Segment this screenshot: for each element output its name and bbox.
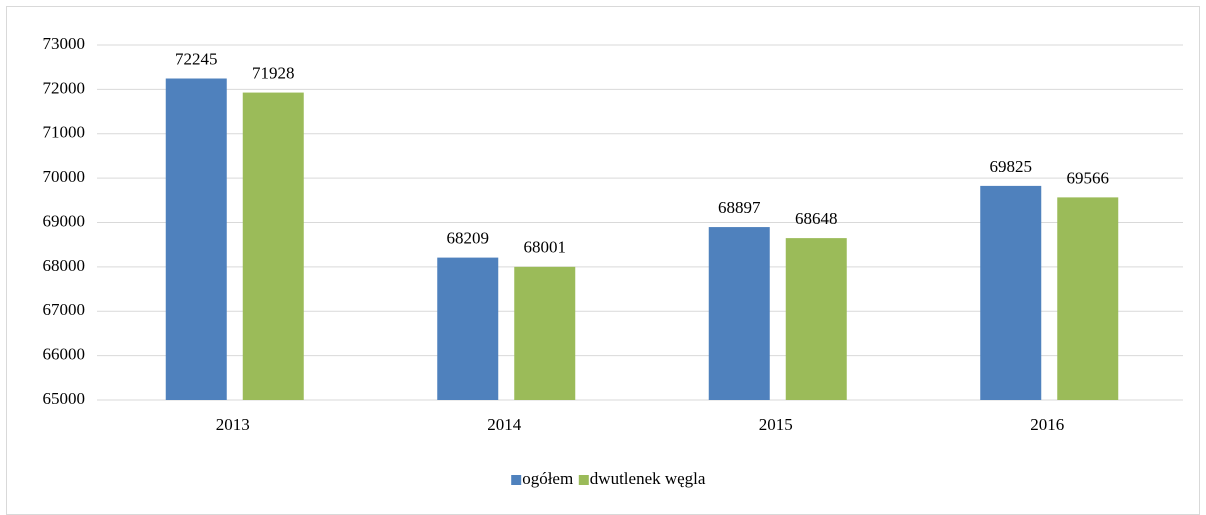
data-label: 72245	[175, 49, 218, 68]
y-tick-label: 66000	[43, 345, 86, 364]
x-tick-label: 2016	[1030, 415, 1064, 434]
legend-label: dwutlenek węgla	[590, 469, 706, 488]
legend-swatch	[511, 475, 522, 485]
bar	[785, 238, 847, 400]
data-label: 69825	[990, 157, 1033, 176]
bar	[980, 185, 1042, 400]
x-tick-label: 2015	[759, 415, 793, 434]
bar	[1057, 197, 1119, 400]
y-tick-label: 73000	[43, 34, 86, 53]
y-tick-label: 72000	[43, 78, 86, 97]
y-tick-label: 70000	[43, 167, 86, 186]
bar	[437, 257, 499, 400]
y-tick-label: 71000	[43, 123, 86, 142]
y-tick-label: 69000	[43, 211, 86, 230]
bar	[708, 227, 770, 400]
y-tick-label: 67000	[43, 300, 86, 319]
bar	[514, 266, 576, 400]
y-tick-label: 65000	[43, 389, 86, 408]
data-label: 68209	[447, 229, 490, 248]
data-label: 68897	[718, 198, 761, 217]
y-tick-label: 68000	[43, 256, 86, 275]
data-label: 69566	[1067, 168, 1110, 187]
bar	[242, 92, 304, 400]
x-tick-label: 2014	[487, 415, 522, 434]
bar	[165, 78, 227, 401]
legend-label: ogółem	[522, 469, 573, 488]
data-label: 71928	[252, 63, 295, 82]
data-label: 68648	[795, 209, 838, 228]
legend-swatch	[578, 475, 589, 485]
data-label: 68001	[524, 238, 567, 257]
x-tick-label: 2013	[216, 415, 250, 434]
